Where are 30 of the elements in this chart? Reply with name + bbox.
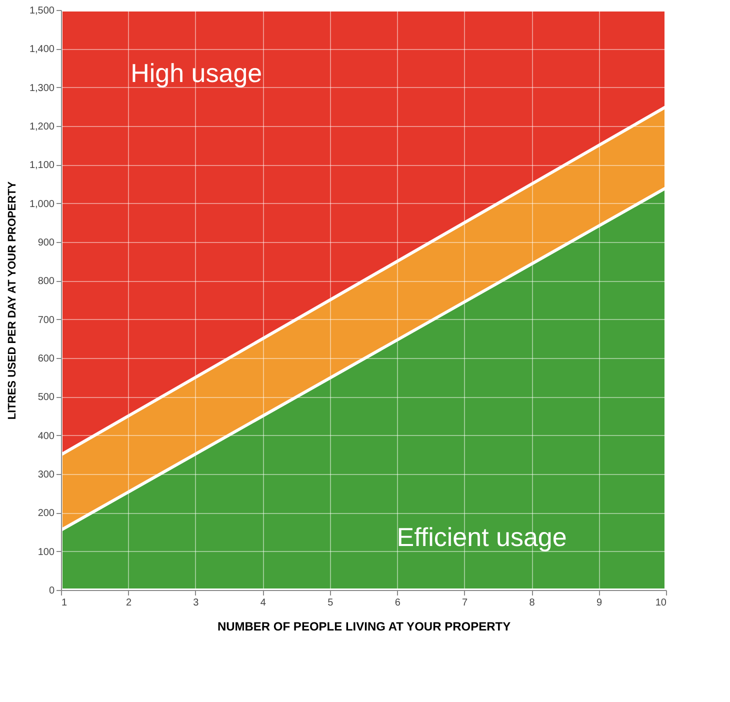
x-tick-label: 2 (126, 598, 132, 608)
y-tick-label: 1,000 (29, 198, 55, 210)
y-tick-label: 700 (38, 314, 55, 326)
x-tick-label: 8 (529, 598, 536, 608)
x-tick-label: 5 (328, 598, 334, 608)
annotation: Efficient usage (396, 522, 567, 552)
y-tick-label: 200 (38, 508, 55, 520)
x-tick-label: 7 (462, 598, 468, 608)
y-tick-label: 500 (38, 392, 55, 404)
y-tick-label: 1,500 (29, 6, 55, 16)
y-tick-label: 1,100 (29, 160, 55, 172)
y-tick-label: 100 (38, 546, 55, 558)
y-tick-label: 900 (38, 238, 55, 248)
x-tick-label: 9 (596, 598, 602, 608)
y-tick-label: 1,200 (29, 122, 55, 132)
annotation: High usage (130, 58, 262, 88)
y-tick-label: 400 (38, 430, 55, 442)
y-tick-label: 1,400 (29, 44, 55, 56)
y-tick-label: 300 (38, 470, 55, 480)
y-axis-title: LITRES USED PER DAY AT YOUR PROPERTY (6, 180, 18, 420)
y-tick-label: 0 (48, 586, 55, 596)
x-tick-label: 4 (260, 598, 266, 608)
y-tick-label: 1,300 (29, 82, 55, 94)
x-tick-label: 6 (394, 598, 401, 608)
y-tick-label: 800 (38, 276, 55, 288)
x-tick-label: 1 (62, 598, 68, 608)
y-tick-label: 600 (38, 354, 55, 364)
x-tick-label: 3 (193, 598, 200, 608)
x-tick-label: 10 (655, 598, 667, 608)
x-axis-title: NUMBER OF PEOPLE LIVING AT YOUR PROPERTY (217, 620, 511, 634)
